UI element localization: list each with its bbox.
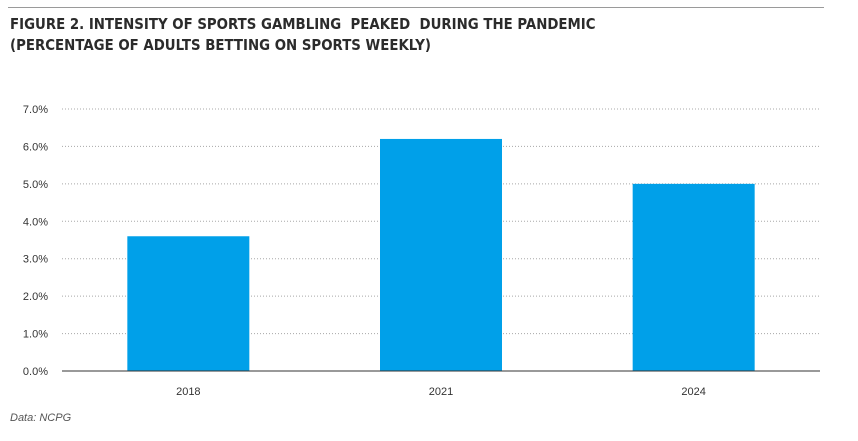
- y-tick-label: 3.0%: [23, 254, 48, 266]
- y-tick-label: 5.0%: [23, 179, 48, 191]
- chart-title: FIGURE 2. INTENSITY OF SPORTS GAMBLING P…: [10, 14, 596, 56]
- x-tick-label: 2024: [681, 386, 705, 398]
- x-tick-label: 2018: [176, 386, 200, 398]
- chart-title-line-1: FIGURE 2. INTENSITY OF SPORTS GAMBLING P…: [10, 15, 596, 33]
- bar: [380, 138, 502, 371]
- y-tick-label: 7.0%: [23, 104, 48, 116]
- y-tick-label: 0.0%: [23, 366, 48, 378]
- x-tick-label: 2021: [429, 386, 453, 398]
- y-tick-label: 4.0%: [23, 216, 48, 228]
- source-note: Data: NCPG: [10, 412, 72, 424]
- y-tick-label: 2.0%: [23, 291, 48, 303]
- bar: [127, 236, 250, 371]
- top-rule: [8, 7, 824, 8]
- bar: [632, 183, 755, 371]
- y-tick-label: 6.0%: [23, 141, 48, 153]
- chart-title-line-2: (PERCENTAGE OF ADULTS BETTING ON SPORTS …: [10, 36, 431, 54]
- y-tick-label: 1.0%: [23, 329, 48, 341]
